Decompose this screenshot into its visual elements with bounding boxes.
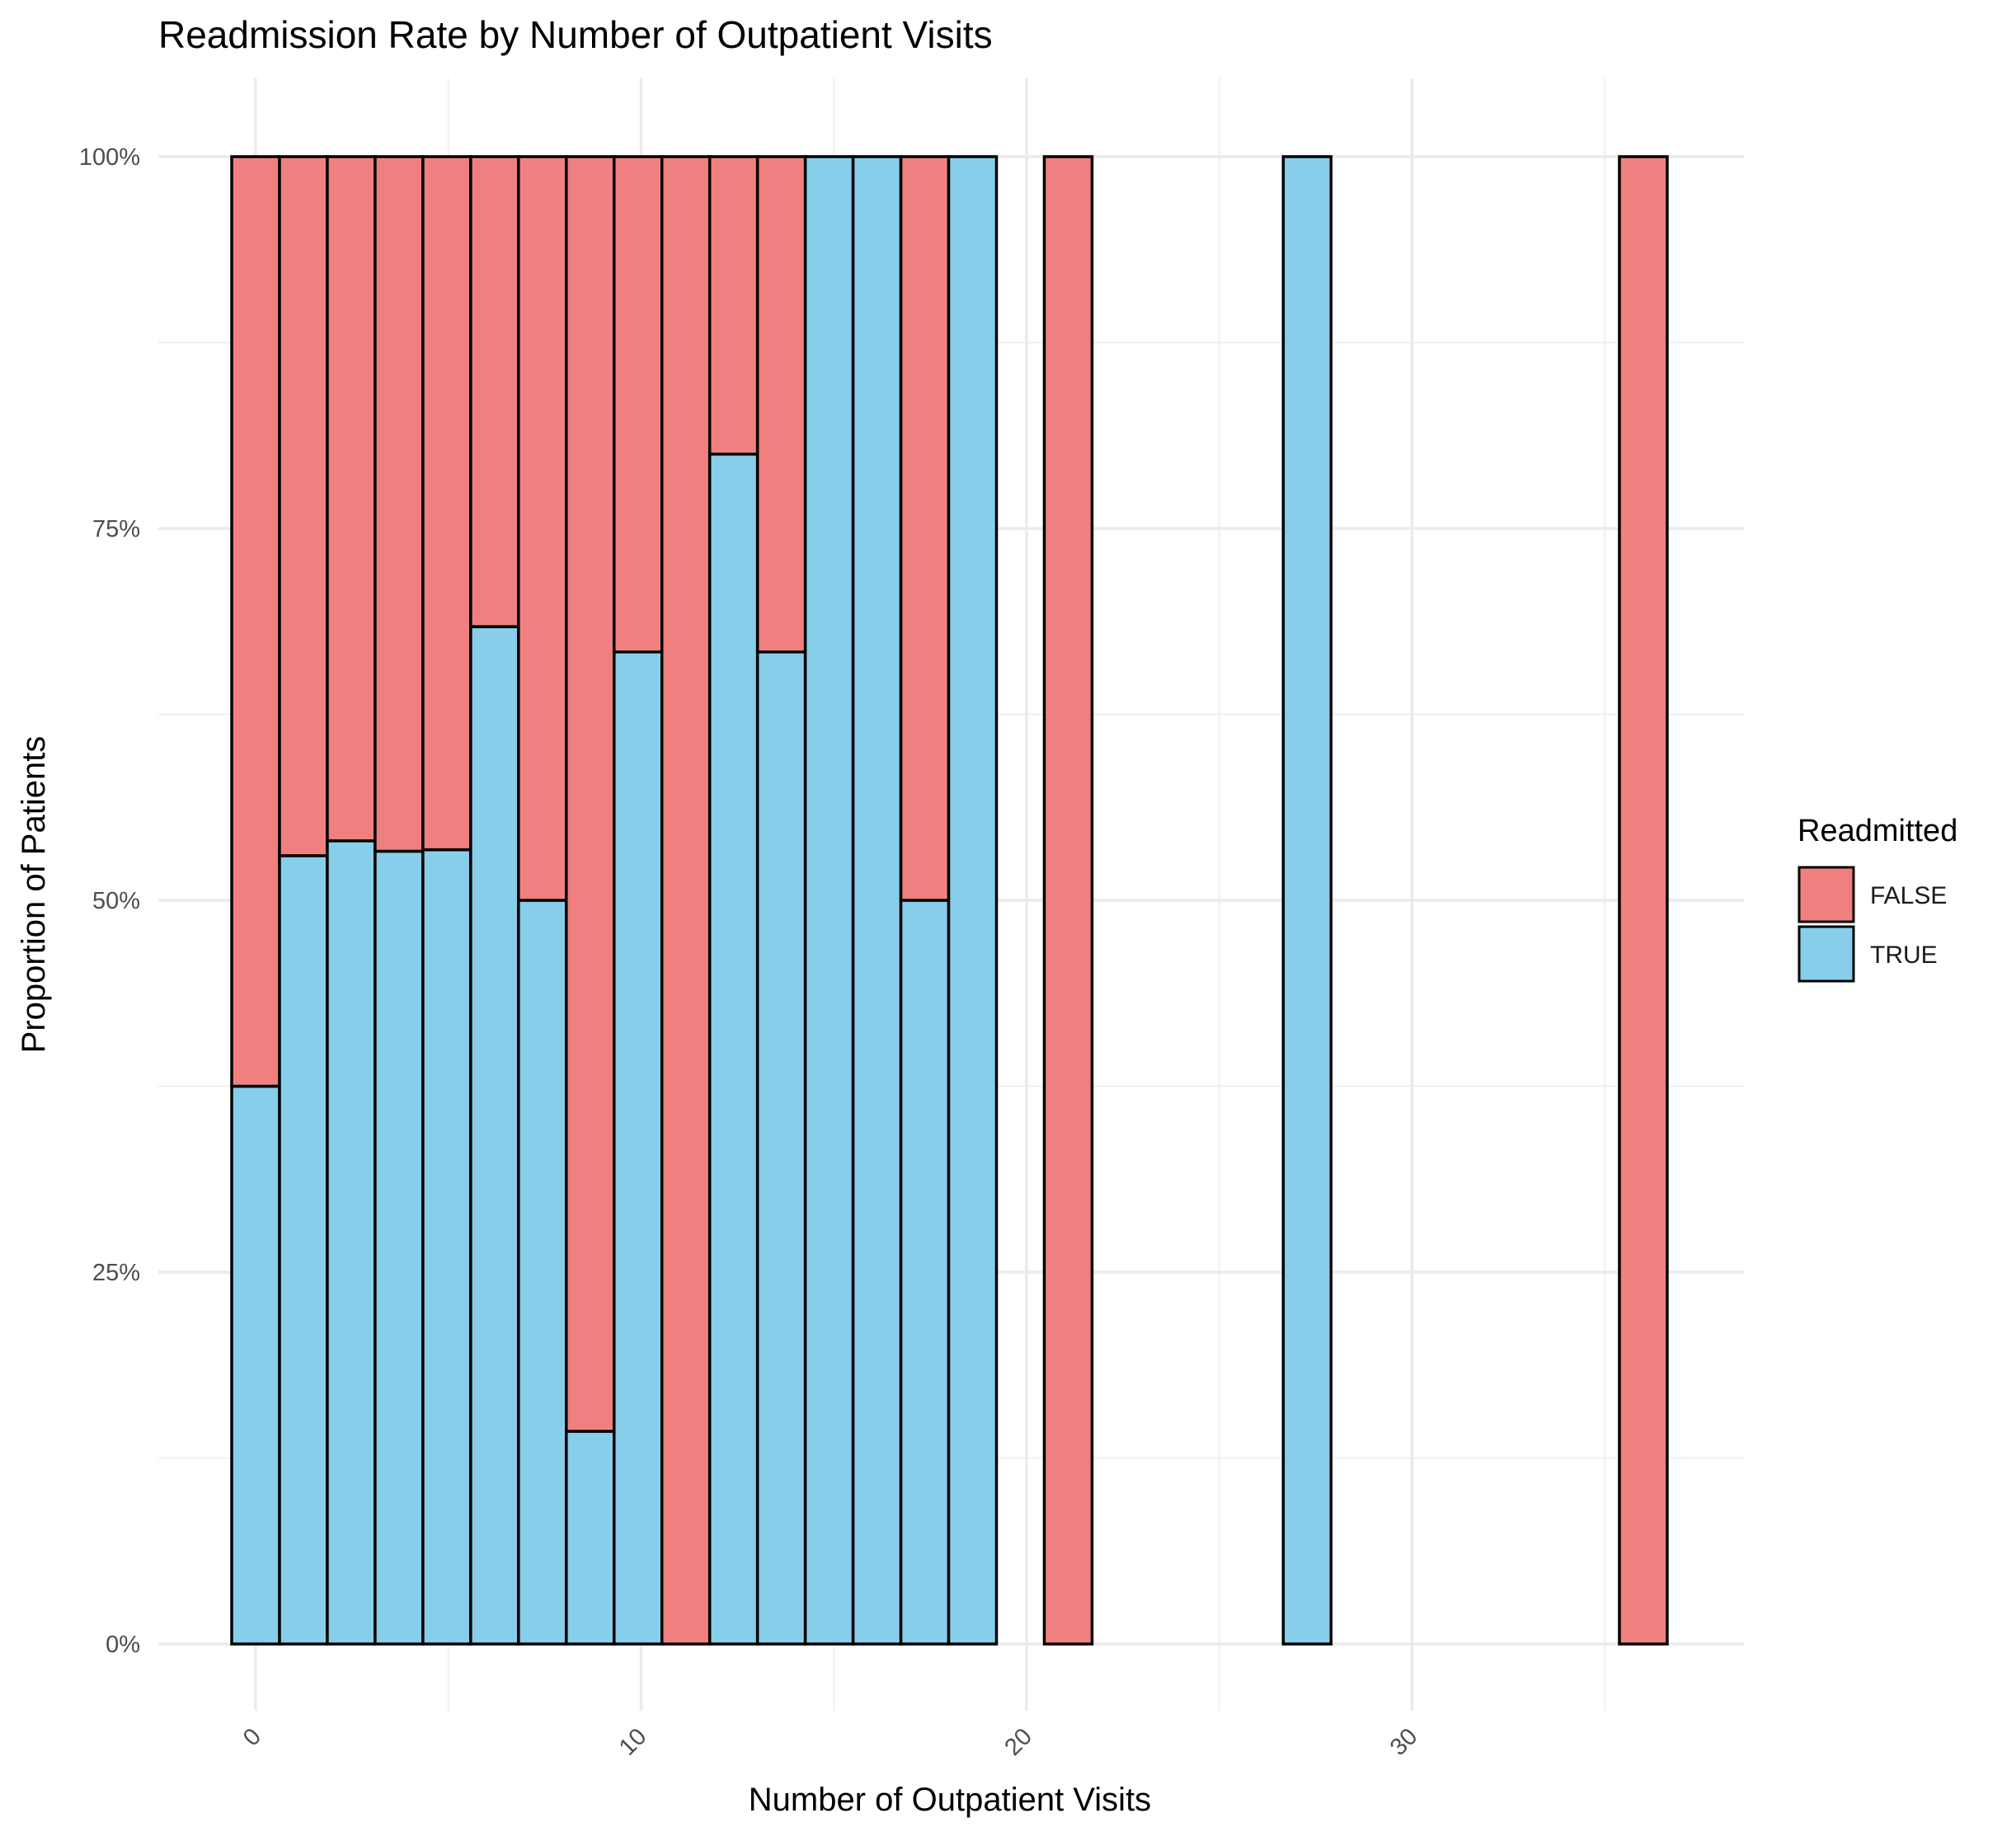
legend-key-false bbox=[1797, 866, 1855, 923]
bars bbox=[230, 155, 1669, 1646]
legend-label-false: FALSE bbox=[1870, 882, 1947, 909]
bar-true bbox=[947, 155, 999, 1646]
bar-true bbox=[421, 848, 472, 1646]
bar-true bbox=[755, 650, 807, 1646]
bar-false bbox=[565, 155, 616, 1433]
bar-false bbox=[1618, 155, 1669, 1646]
x-tick-label: 0 bbox=[238, 1723, 266, 1751]
bar-false bbox=[278, 155, 329, 857]
y-tick-label: 25% bbox=[92, 1260, 140, 1286]
bar-true bbox=[326, 839, 377, 1646]
bar-false bbox=[469, 155, 520, 628]
bar-true bbox=[803, 155, 855, 1646]
x-axis-ticks: 0 10 20 30 bbox=[238, 1723, 1423, 1760]
bar-true bbox=[278, 854, 329, 1646]
y-tick-label: 50% bbox=[92, 888, 140, 914]
bar-true bbox=[374, 849, 425, 1646]
bar-false bbox=[755, 155, 807, 654]
bar-true bbox=[707, 453, 759, 1646]
legend: Readmitted FALSE TRUE bbox=[1797, 814, 1957, 983]
bar-false bbox=[613, 155, 664, 654]
bar-true bbox=[565, 1430, 616, 1646]
bar-false bbox=[374, 155, 425, 853]
bar-true bbox=[469, 625, 520, 1646]
bar-false bbox=[230, 155, 281, 1088]
bar-false bbox=[1042, 155, 1094, 1646]
bar-true bbox=[613, 650, 664, 1646]
legend-key-true bbox=[1797, 925, 1855, 983]
legend-label-true: TRUE bbox=[1870, 942, 1938, 969]
x-tick-label: 10 bbox=[614, 1723, 651, 1760]
y-tick-label: 75% bbox=[92, 516, 140, 542]
bar-false bbox=[421, 155, 472, 852]
y-tick-label: 0% bbox=[106, 1632, 140, 1658]
bar-true bbox=[230, 1084, 281, 1646]
y-axis-ticks: 0% 25% 50% 75% 100% bbox=[79, 144, 140, 1658]
y-axis-title: Proportion of Patients bbox=[16, 736, 52, 1054]
bar-false bbox=[326, 155, 377, 843]
x-axis-title: Number of Outpatient Visits bbox=[749, 1782, 1151, 1818]
bar-true bbox=[851, 155, 903, 1646]
y-tick-label: 100% bbox=[79, 144, 140, 171]
bar-false bbox=[517, 155, 568, 902]
bar-false bbox=[707, 155, 759, 456]
bar-true bbox=[1281, 155, 1333, 1646]
bar-true bbox=[899, 899, 951, 1646]
legend-title: Readmitted bbox=[1797, 814, 1957, 848]
bar-true bbox=[517, 899, 568, 1646]
x-tick-label: 20 bbox=[1000, 1723, 1037, 1760]
bar-false bbox=[899, 155, 951, 902]
bar-false bbox=[660, 155, 712, 1646]
x-tick-label: 30 bbox=[1385, 1723, 1422, 1760]
chart-title: Readmission Rate by Number of Outpatient… bbox=[158, 13, 993, 56]
